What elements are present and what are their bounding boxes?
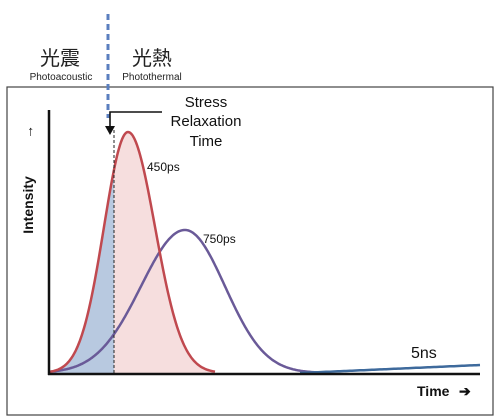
photoacoustic-region <box>50 169 114 373</box>
y-axis-arrow-icon: → <box>20 125 36 139</box>
x-axis-arrow-icon: ➔ <box>459 383 471 399</box>
photothermal-subtitle: Photothermal <box>122 72 181 83</box>
label-750ps: 750ps <box>203 232 236 246</box>
bracket-arrow-head-icon <box>105 126 115 135</box>
annotation-line-2: Relaxation <box>171 113 242 130</box>
label-5ns: 5ns <box>411 345 437 362</box>
y-axis-label: Intensity <box>20 176 36 234</box>
photoacoustic-title: 光震 <box>40 46 80 70</box>
diagram-frame <box>6 86 494 416</box>
photoacoustic-subtitle: Photoacoustic <box>30 72 93 83</box>
curve-5ns-tail <box>299 363 481 375</box>
curve-750ps <box>49 228 320 374</box>
relaxation-bracket <box>109 111 162 128</box>
curve-450ps <box>49 130 216 374</box>
x-axis-label: Time <box>417 383 450 399</box>
photothermal-region <box>114 132 215 373</box>
annotation-line-3: Time <box>190 133 223 150</box>
annotation-line-1: Stress <box>185 94 228 111</box>
label-450ps: 450ps <box>147 160 180 174</box>
photothermal-title: 光熱 <box>132 46 172 70</box>
